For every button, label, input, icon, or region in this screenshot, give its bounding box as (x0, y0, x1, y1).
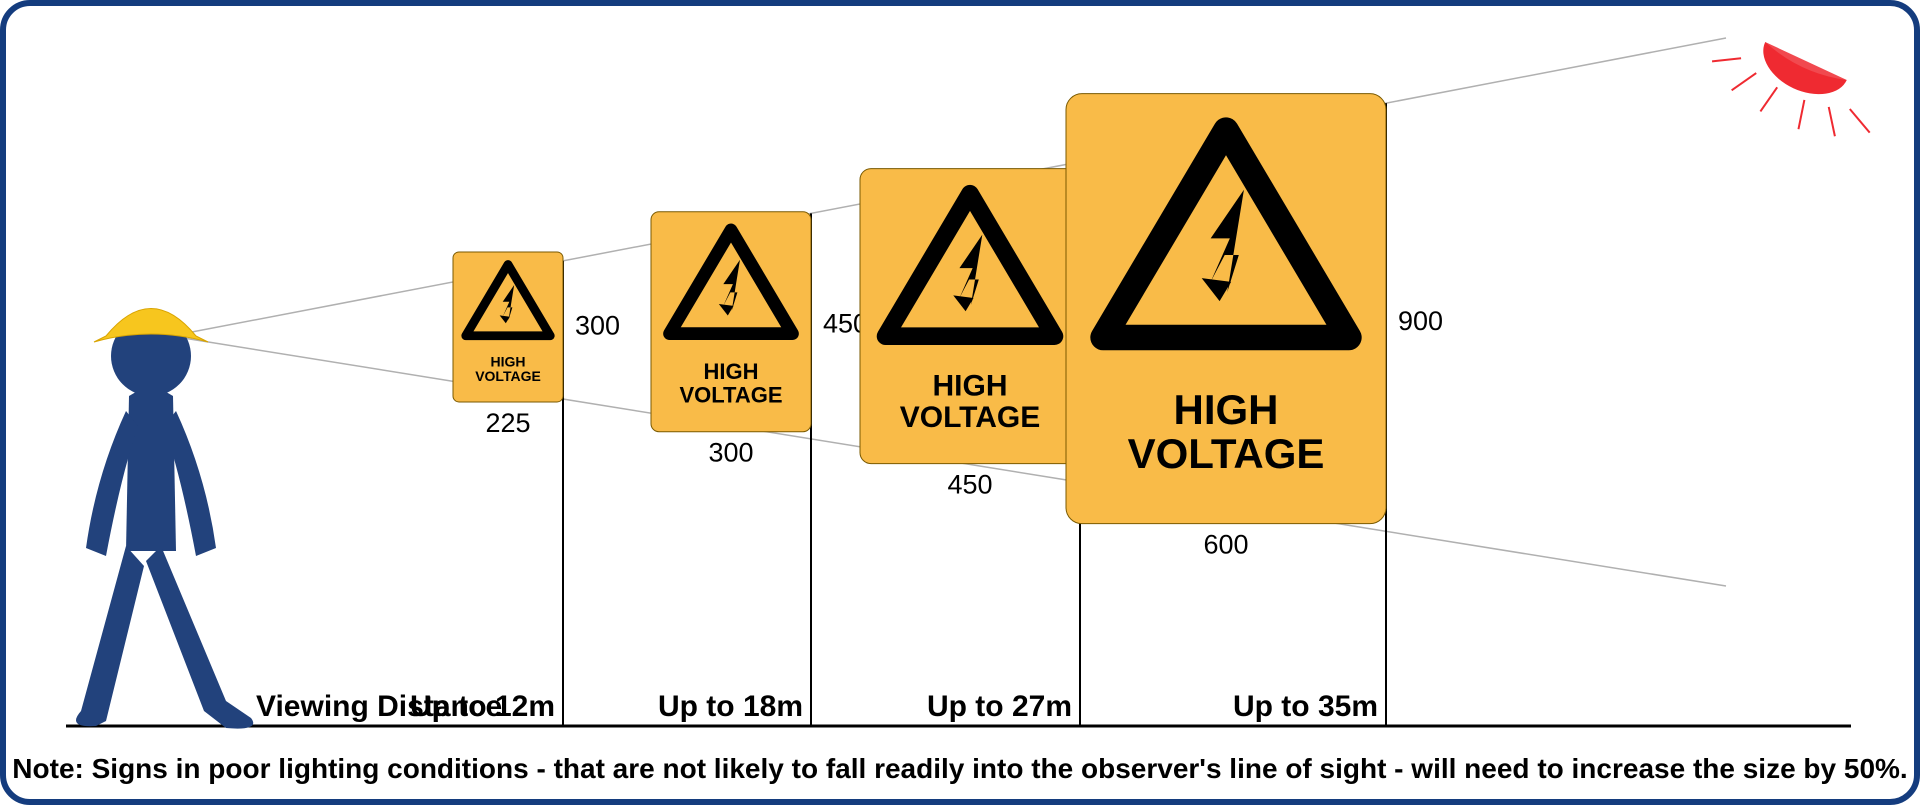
warning-sign: HIGHVOLTAGE (860, 169, 1080, 464)
sign-text-line2: VOLTAGE (900, 401, 1041, 434)
width-label: 600 (1203, 530, 1248, 560)
footnote: Note: Signs in poor lighting conditions … (6, 753, 1914, 785)
warning-sign: HIGHVOLTAGE (651, 212, 811, 432)
sign-text-line2: VOLTAGE (475, 368, 541, 384)
spotlight-icon (1701, 21, 1887, 157)
distance-label: Up to 18m (658, 690, 803, 723)
sign-text-line2: VOLTAGE (679, 382, 782, 407)
sign-text-line2: VOLTAGE (1128, 430, 1325, 477)
sign-text-line1: HIGH (1174, 386, 1279, 433)
width-label: 300 (708, 438, 753, 468)
height-label: 900 (1398, 306, 1443, 336)
warning-sign: HIGHVOLTAGE (453, 252, 563, 402)
width-label: 225 (485, 408, 530, 438)
sign-text-line1: HIGH (491, 354, 526, 370)
height-label: 300 (575, 310, 620, 340)
diagram-frame: Viewing DistanceHIGHVOLTAGE300225Up to 1… (0, 0, 1920, 805)
distance-label: Up to 35m (1233, 690, 1378, 723)
width-label: 450 (947, 470, 992, 500)
distance-label: Up to 12m (410, 690, 555, 723)
sign-text-line1: HIGH (704, 359, 759, 384)
viewer-figure (76, 309, 253, 729)
warning-sign: HIGHVOLTAGE (1066, 94, 1386, 524)
diagram-svg: Viewing DistanceHIGHVOLTAGE300225Up to 1… (6, 6, 1914, 799)
sign-text-line1: HIGH (933, 369, 1008, 402)
distance-label: Up to 27m (927, 690, 1072, 723)
